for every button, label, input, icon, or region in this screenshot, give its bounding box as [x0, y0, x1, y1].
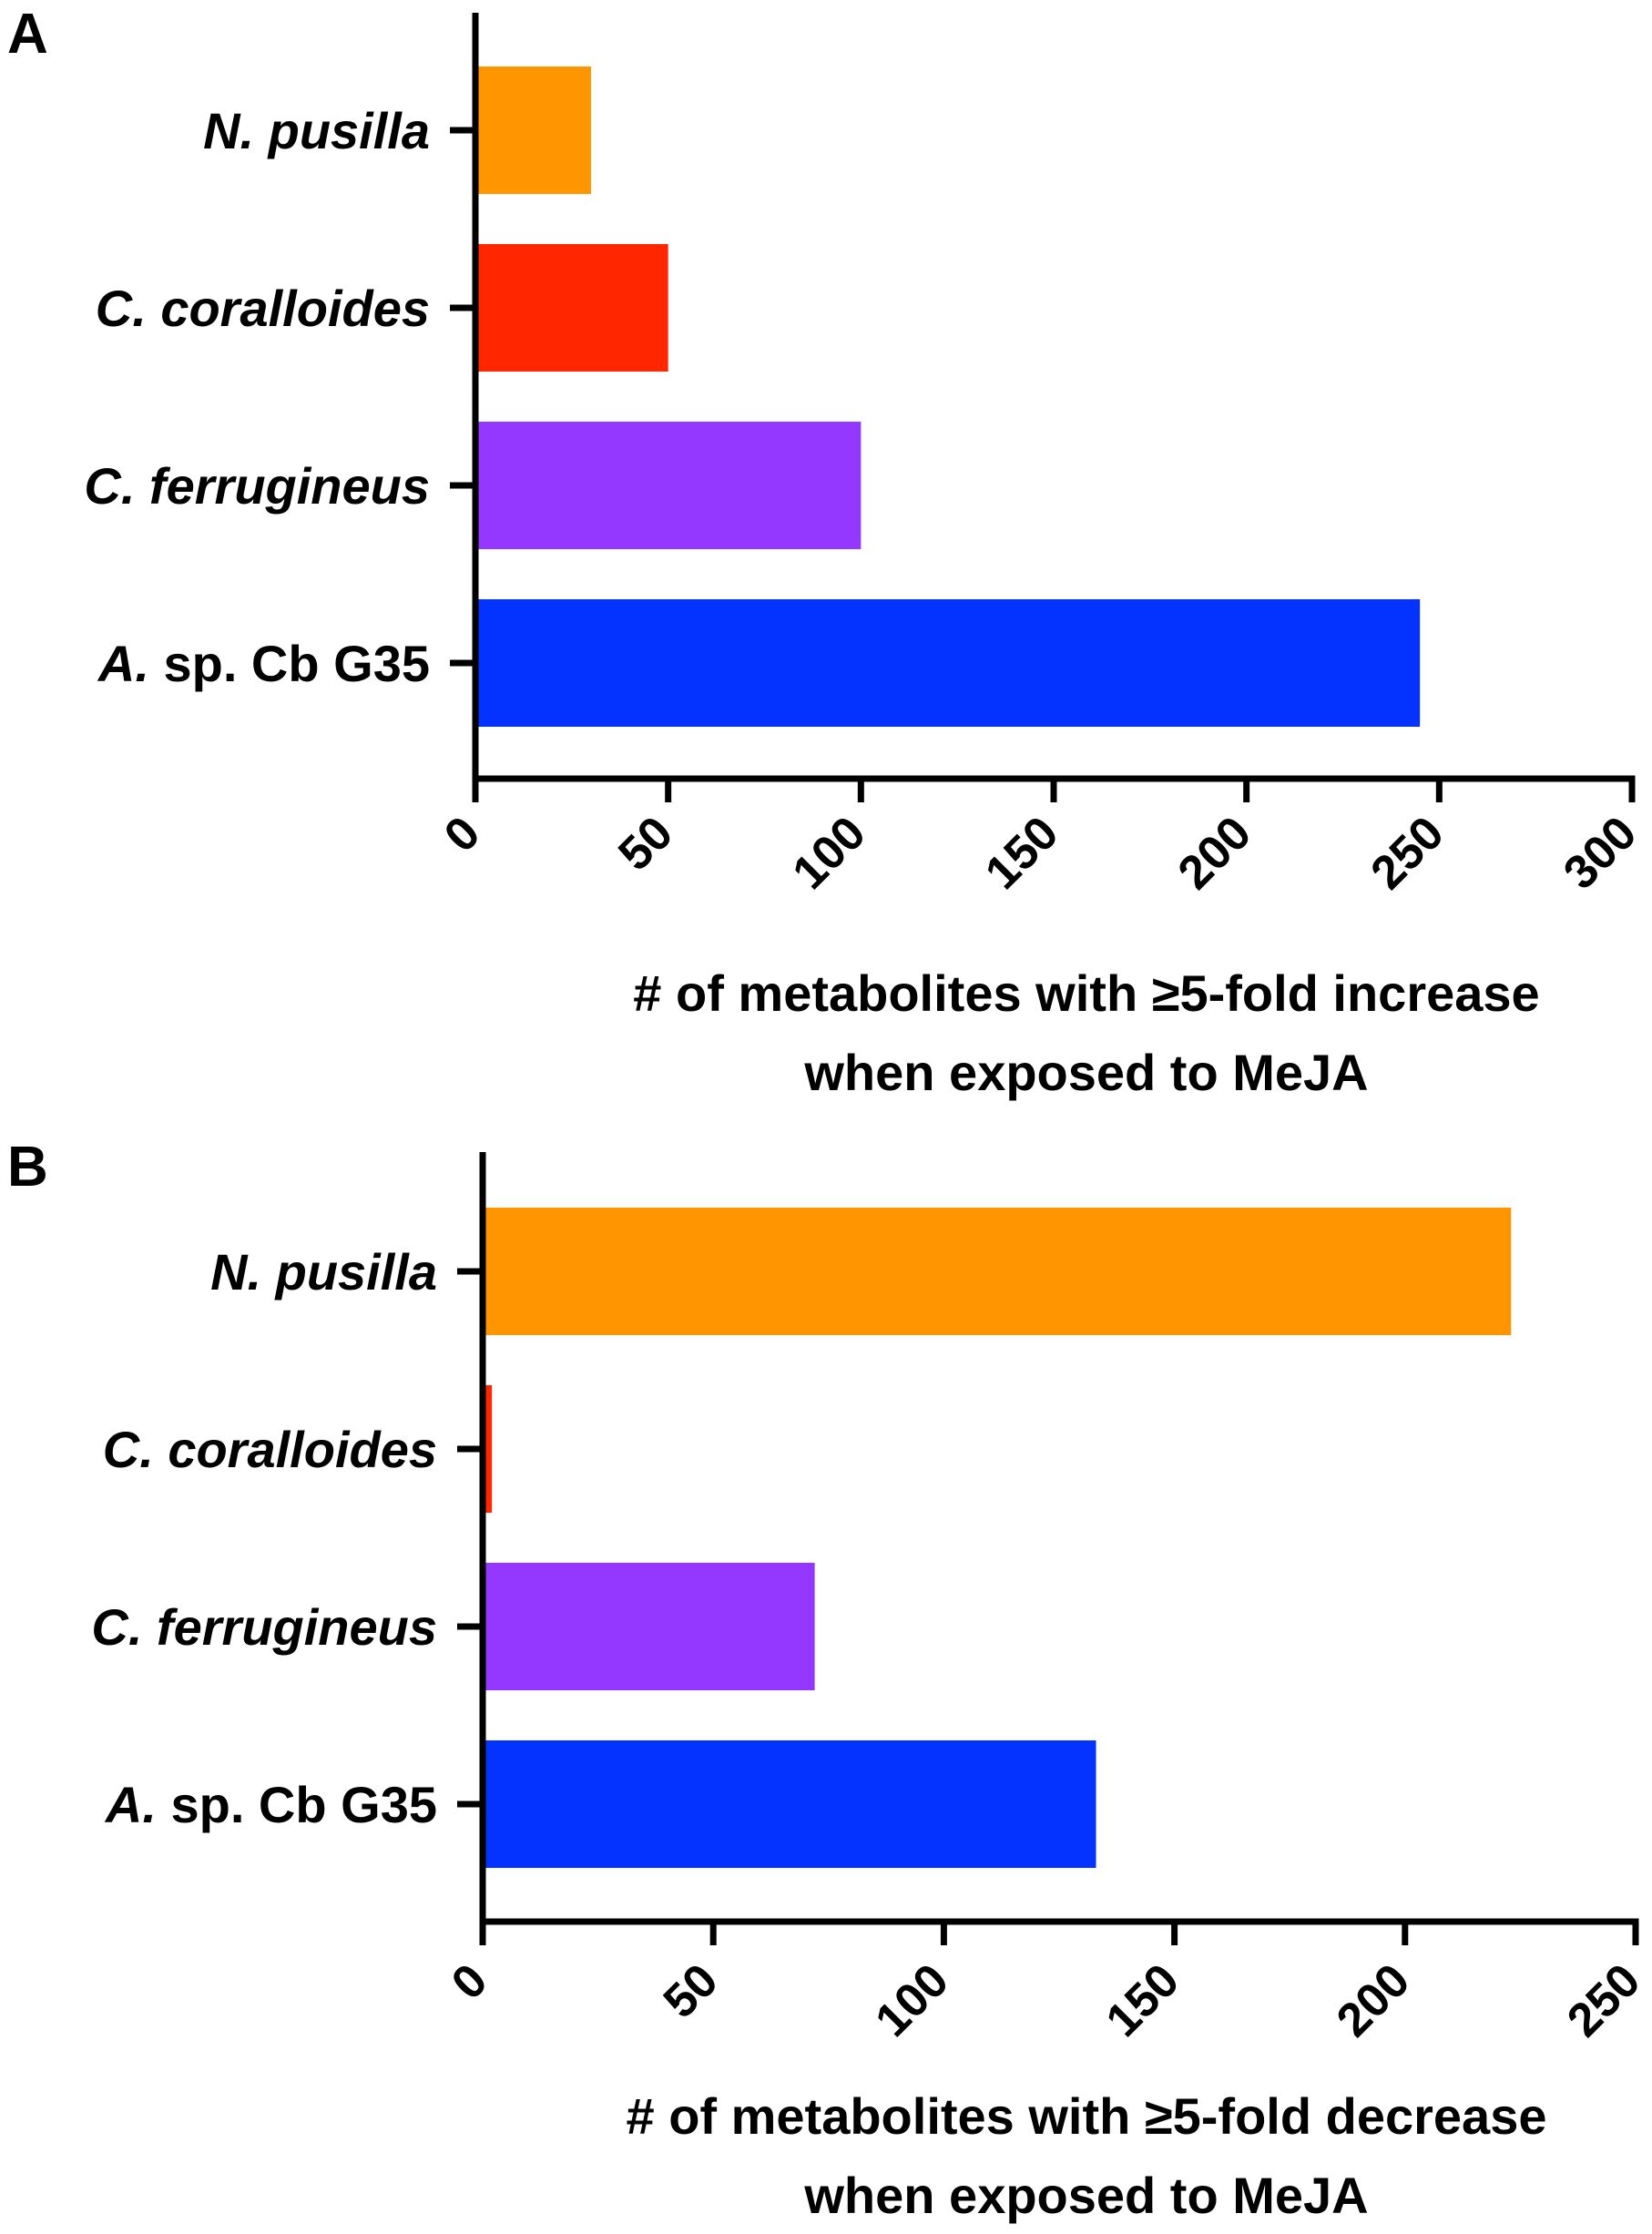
x-tick-label-b-1: 50: [654, 1953, 729, 2028]
x-tick-label-a-5: 250: [1361, 806, 1453, 899]
x-axis-title-a-line-2: when exposed to MeJA: [803, 1044, 1368, 1101]
x-tick-label-b-5: 250: [1557, 1953, 1650, 2046]
x-axis-title-b-line-2: when exposed to MeJA: [803, 2167, 1368, 2224]
x-tick-label-b-3: 150: [1096, 1953, 1189, 2046]
bar-a-1: [475, 244, 668, 372]
bar-b-2: [483, 1563, 815, 1690]
x-axis-title-a-line-1: # of metabolites with ≥5-fold increase: [633, 964, 1539, 1022]
x-tick-label-a-3: 150: [975, 806, 1068, 899]
panel-label-a: A: [7, 3, 48, 66]
x-tick-label-b-0: 0: [442, 1953, 497, 2009]
x-tick-label-a-4: 200: [1168, 806, 1261, 899]
panel-b: B N. pusilla C. coralloides C. ferrugineus A…: [7, 1136, 1650, 2224]
panel-a: A N. pusilla C. coralloides C. ferrugineus A…: [7, 3, 1647, 1101]
bar-a-0: [475, 66, 591, 194]
x-tick-label-b-2: 100: [866, 1953, 959, 2046]
category-label-a-2: C. ferrugineus: [84, 457, 430, 515]
x-tick-label-b-4: 200: [1327, 1953, 1420, 2046]
category-label-b-1: C. coralloides: [103, 1421, 437, 1478]
category-label-a-1: C. coralloides: [96, 280, 430, 337]
x-axis-title-b-line-1: # of metabolites with ≥5-fold decrease: [627, 2087, 1547, 2145]
x-tick-label-a-6: 300: [1554, 806, 1647, 899]
category-label-b-0: N. pusilla: [210, 1243, 437, 1301]
x-tick-label-a-1: 50: [608, 806, 683, 881]
x-tick-label-a-2: 100: [782, 806, 875, 899]
bar-b-0: [483, 1208, 1512, 1335]
category-label-a-3: A. sp. Cb G35: [97, 635, 430, 692]
bar-a-2: [475, 422, 862, 549]
bar-b-3: [483, 1740, 1096, 1868]
category-label-a-0: N. pusilla: [203, 102, 430, 159]
category-label-b-2: C. ferrugineus: [91, 1598, 437, 1656]
bar-a-3: [475, 599, 1421, 727]
panel-label-b: B: [7, 1136, 48, 1199]
category-label-b-3: A. sp. Cb G35: [104, 1776, 437, 1833]
x-tick-label-a-0: 0: [434, 806, 490, 862]
bar-b-1: [483, 1385, 493, 1513]
